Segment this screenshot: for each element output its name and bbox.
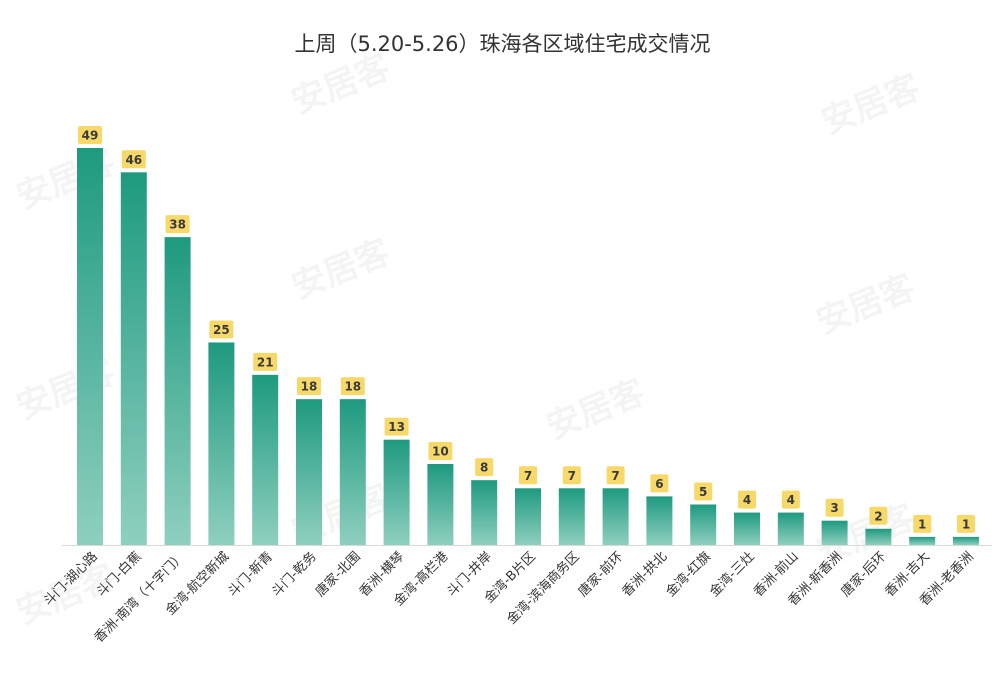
data-label-20: 1 bbox=[962, 517, 970, 531]
data-label-bg-17 bbox=[825, 498, 844, 517]
data-label-bg-2 bbox=[165, 215, 190, 234]
data-label-bg-13 bbox=[650, 474, 669, 493]
data-label-bg-1 bbox=[121, 150, 146, 169]
bar-13 bbox=[646, 496, 673, 545]
data-label-11: 7 bbox=[568, 469, 576, 483]
data-label-bg-0 bbox=[78, 126, 102, 144]
data-label-14: 5 bbox=[699, 485, 707, 499]
watermark-0: 安居客 bbox=[286, 47, 396, 122]
bar-16 bbox=[777, 512, 804, 545]
bars-layer bbox=[77, 148, 979, 546]
x-tick-label-15: 金湾-三灶 bbox=[706, 549, 757, 600]
data-label-8: 10 bbox=[432, 444, 449, 458]
bar-14 bbox=[690, 504, 717, 545]
x-tick-label-13: 香洲-拱北 bbox=[620, 549, 671, 600]
x-tick-label-11: 金湾-滨海商务区 bbox=[504, 549, 583, 628]
bar-10 bbox=[515, 488, 541, 545]
data-label-15: 4 bbox=[743, 493, 751, 507]
data-label-bg-20 bbox=[957, 514, 975, 533]
data-label-1: 46 bbox=[125, 153, 142, 167]
data-label-bg-7 bbox=[384, 417, 409, 436]
data-label-bg-18 bbox=[869, 506, 888, 525]
bar-19 bbox=[909, 536, 936, 545]
data-label-0: 49 bbox=[82, 129, 99, 143]
bar-15 bbox=[734, 512, 760, 545]
chart-title: 上周（5.20-5.26）珠海各区域住宅成交情况 bbox=[294, 32, 711, 56]
bar-12 bbox=[602, 488, 629, 545]
bar-5 bbox=[296, 399, 322, 545]
data-label-bg-14 bbox=[694, 482, 713, 501]
x-tick-label-6: 唐家-北围 bbox=[312, 549, 363, 600]
data-label-7: 13 bbox=[388, 420, 405, 434]
bar-8 bbox=[427, 463, 454, 545]
bar-6 bbox=[339, 399, 366, 545]
data-label-bg-3 bbox=[209, 320, 234, 339]
data-label-bg-8 bbox=[428, 441, 453, 460]
watermark-3: 安居客 bbox=[286, 232, 396, 307]
data-label-bg-10 bbox=[519, 466, 537, 485]
data-label-10: 7 bbox=[524, 469, 532, 483]
x-tick-label-5: 斗门-乾务 bbox=[268, 549, 319, 600]
data-label-bg-16 bbox=[781, 490, 800, 509]
data-label-9: 8 bbox=[480, 461, 488, 475]
x-tick-label-14: 金湾-红旗 bbox=[663, 549, 714, 600]
data-label-3: 25 bbox=[213, 323, 230, 337]
bar-0 bbox=[77, 148, 103, 545]
watermark-6: 安居客 bbox=[541, 372, 651, 447]
data-label-bg-4 bbox=[253, 352, 278, 371]
x-tick-label-12: 唐家-前环 bbox=[575, 549, 626, 600]
data-label-17: 3 bbox=[830, 501, 838, 515]
watermark-4: 安居客 bbox=[811, 267, 921, 342]
data-label-6: 18 bbox=[344, 380, 361, 394]
bar-4 bbox=[252, 374, 279, 545]
watermark-5: 安居客 bbox=[11, 352, 121, 427]
data-label-bg-9 bbox=[475, 458, 494, 477]
data-label-bg-12 bbox=[606, 466, 625, 485]
data-label-13: 6 bbox=[655, 477, 663, 491]
bar-17 bbox=[821, 520, 848, 545]
data-label-12: 7 bbox=[611, 469, 619, 483]
data-label-bg-5 bbox=[297, 377, 321, 396]
bar-11 bbox=[558, 488, 585, 545]
data-label-bg-6 bbox=[340, 377, 365, 396]
data-label-19: 1 bbox=[918, 517, 926, 531]
data-label-bg-11 bbox=[562, 466, 581, 485]
bar-18 bbox=[865, 528, 892, 545]
bar-20 bbox=[953, 536, 979, 545]
data-label-bg-15 bbox=[738, 490, 756, 509]
bar-3 bbox=[208, 342, 235, 545]
bar-9 bbox=[471, 480, 498, 545]
data-label-18: 2 bbox=[874, 509, 882, 523]
x-tick-labels-layer: 斗门-湖心路斗门-白蕉香洲-南湾（十字门）金湾-航空新城斗门-新青斗门-乾务唐家… bbox=[40, 549, 977, 646]
data-label-16: 4 bbox=[787, 493, 795, 507]
data-label-4: 21 bbox=[257, 355, 274, 369]
data-label-bg-19 bbox=[913, 514, 932, 533]
bar-1 bbox=[120, 172, 147, 545]
data-label-2: 38 bbox=[169, 218, 186, 232]
x-tick-label-4: 斗门-新青 bbox=[225, 549, 276, 600]
bar-2 bbox=[164, 237, 191, 546]
data-label-5: 18 bbox=[301, 380, 318, 394]
watermark-2: 安居客 bbox=[11, 142, 121, 217]
bar-7 bbox=[383, 439, 410, 545]
watermark-1: 安居客 bbox=[816, 67, 926, 142]
